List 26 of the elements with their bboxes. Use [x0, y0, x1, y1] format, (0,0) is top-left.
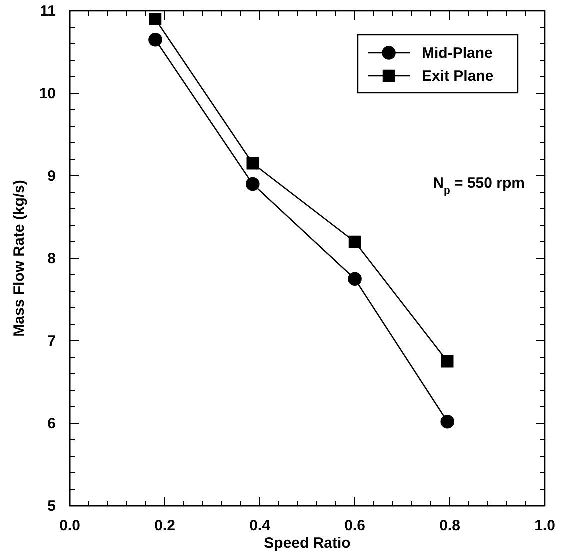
y-tick-label: 11	[40, 2, 56, 20]
x-tick-label: 0.0	[60, 518, 80, 535]
x-tick-label: 1.0	[534, 518, 556, 535]
point	[348, 236, 362, 248]
point	[442, 356, 454, 368]
point	[440, 414, 455, 429]
x-axis-title: Speed Ratio	[264, 535, 351, 552]
annotation: N$_{p}$ = 550 rpm	[433, 175, 525, 197]
y-tick-label: 10	[39, 85, 56, 102]
x-tick-label: 0.6	[344, 518, 366, 535]
point	[149, 13, 162, 26]
x-tick-label: 0.8	[440, 518, 460, 535]
legend-label: Exit Plane	[422, 68, 494, 85]
y-tick-label: 5	[48, 498, 56, 515]
y-tick-label: 6	[48, 415, 56, 432]
point	[148, 32, 162, 47]
y-tick-label: 7	[48, 332, 56, 350]
y-tick-label: 9	[48, 168, 56, 185]
point	[246, 158, 259, 170]
legend-label: Mid-Plane	[422, 45, 493, 62]
y-tick-label: 8	[48, 250, 56, 268]
y-axis-title: Mass Flow Rate (kg/s)	[11, 180, 28, 337]
point	[246, 177, 260, 192]
x-tick-label: 0.2	[154, 518, 176, 535]
x-tick-label: 0.4	[250, 518, 272, 535]
point	[348, 272, 362, 286]
